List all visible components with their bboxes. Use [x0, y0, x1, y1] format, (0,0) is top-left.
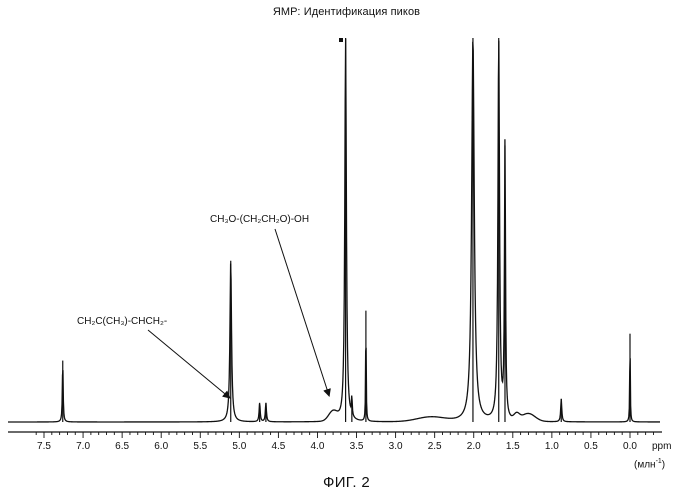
- x-tick-label: 0.0: [623, 441, 637, 452]
- x-tick-label: 7.5: [37, 441, 51, 452]
- x-unit-close: ): [662, 459, 665, 470]
- x-unit-label: (млн-1): [634, 458, 665, 470]
- spectrum-line: [8, 39, 660, 422]
- x-axis: 7.5 7.0 6.5 6.0 5.5 5.0 4.5 4.0 3.5 3.0 2.5 2.0 1.5 1…: [8, 432, 671, 452]
- x-axis-label: ppm: [652, 441, 671, 452]
- annotation-arrows: [148, 229, 329, 398]
- x-tick-label: 5.5: [193, 441, 207, 452]
- annotation-isoprene-label: CH₂C(CH₃)-CHCH₂-: [77, 316, 167, 327]
- marker-dot: [339, 38, 343, 42]
- x-tick-label: 5.0: [232, 441, 246, 452]
- spectrum-trace: [8, 38, 660, 422]
- annotation-peg-label: CH₃O-(CH₂CH₂O)-OH: [210, 214, 309, 225]
- x-tick-label: 4.5: [271, 441, 285, 452]
- x-tick-label: 3.5: [350, 441, 364, 452]
- annotation-arrow: [275, 229, 329, 396]
- x-tick-label: 1.0: [545, 441, 559, 452]
- x-tick-label: 2.5: [428, 441, 442, 452]
- x-tick-label: 1.5: [506, 441, 520, 452]
- x-tick-label: 6.5: [115, 441, 129, 452]
- annotation-arrow: [148, 330, 230, 398]
- figure-caption: ФИГ. 2: [0, 474, 693, 491]
- x-tick-label: 2.0: [467, 441, 481, 452]
- x-tick-label: 4.0: [311, 441, 325, 452]
- x-tick-label: 7.0: [76, 441, 90, 452]
- x-tick-label: 0.5: [584, 441, 598, 452]
- x-tick-label: 3.0: [389, 441, 403, 452]
- x-tick-label: 6.0: [154, 441, 168, 452]
- chart-title: ЯМР: Идентификация пиков: [0, 6, 693, 18]
- x-unit-text: (млн: [634, 459, 656, 470]
